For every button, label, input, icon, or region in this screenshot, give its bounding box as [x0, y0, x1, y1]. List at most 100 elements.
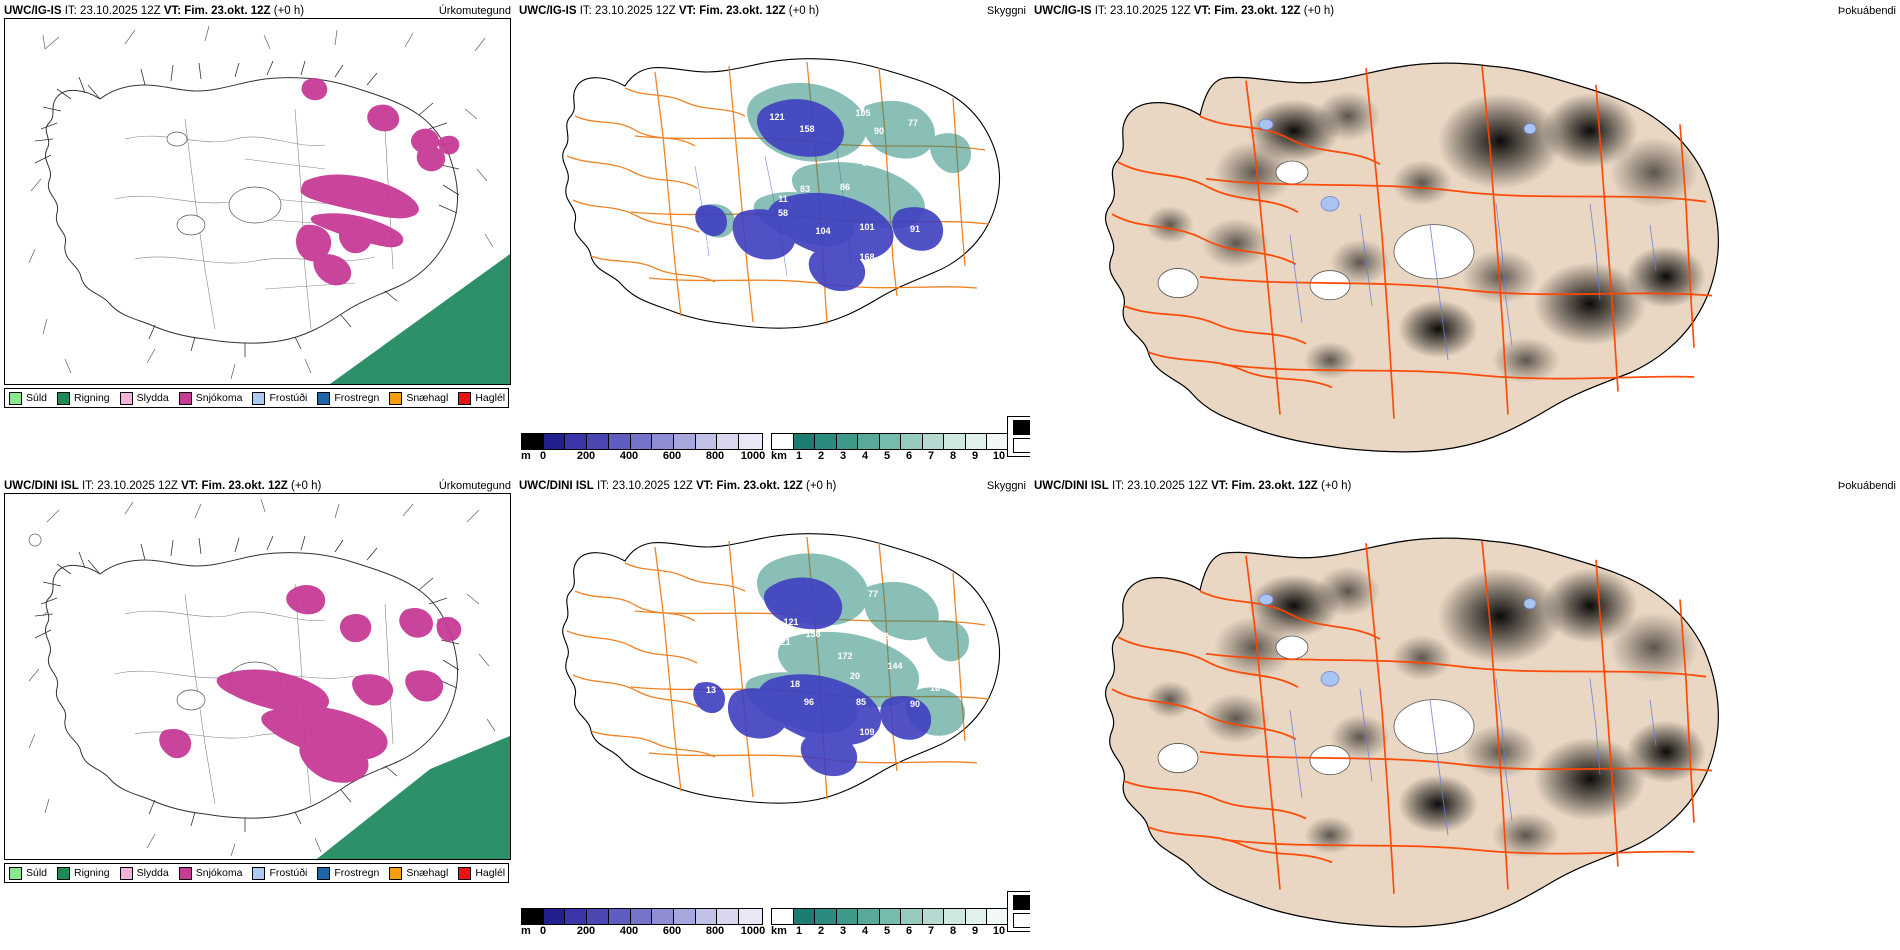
precip-type-legend[interactable]: Súld Rigning Slydda Snjókoma Frostúði Fr… [4, 388, 509, 408]
init-time-value: 23.10.2025 12Z [1127, 480, 1208, 492]
fog-map-container[interactable] [1030, 16, 1900, 475]
legend-item-haglel[interactable]: Haglél [458, 866, 505, 880]
map-frame[interactable] [4, 493, 511, 860]
model-name: UWC/DINI ISL [4, 480, 79, 492]
map-frame[interactable] [4, 18, 511, 385]
legend-label-frostudi: Frostúði [269, 392, 308, 404]
legend-item-slydda[interactable]: Slydda [119, 391, 169, 405]
legend-label-frostregn: Frostregn [334, 867, 380, 879]
visibility-colorbar[interactable]: km 1 2 3 4 5 6 7 8 9 10 [771, 433, 1011, 463]
tick: 7 [927, 925, 935, 937]
precip-type-map [28, 498, 496, 857]
init-time-label: IT: [81, 480, 95, 492]
legend-item-frostregn[interactable]: Frostregn [317, 391, 379, 405]
legend-label-rigning: Rigning [74, 392, 110, 404]
glacier-white-areas [1157, 160, 1475, 301]
colorbar-unit: km [771, 925, 787, 937]
legend-label-suld: Súld [26, 867, 48, 879]
colorbar-row[interactable]: m 0 200 400 600 800 1000 [521, 433, 1011, 463]
fog-map-container[interactable] [1030, 491, 1900, 950]
precip-label: 90 [874, 126, 884, 136]
legend-item-snjokoma[interactable]: Snjókoma [178, 391, 242, 405]
legend-item-slydda[interactable]: Slydda [119, 866, 169, 880]
visibility-scale[interactable] [771, 908, 1011, 925]
panel-precip-type-dini-isl[interactable]: UWC/DINI ISL IT: 23.10.2025 12Z VT: Fim.… [0, 475, 515, 950]
legend-item-snaehagl[interactable]: Snæhagl [389, 866, 448, 880]
legend-item-suld[interactable]: Súld [9, 391, 47, 405]
valid-time-label: VT: [696, 480, 714, 492]
legend-swatch-suld [9, 391, 22, 405]
legend-item-frostudi[interactable]: Frostúði [252, 391, 308, 405]
init-time-value: 23.10.2025 12Z [80, 5, 161, 17]
valid-time-label: VT: [1211, 480, 1229, 492]
tick: 7 [927, 450, 935, 462]
tick: 800 [705, 450, 725, 462]
tick: 600 [662, 925, 682, 937]
tick: 9 [971, 450, 979, 462]
precip-label: 121 [783, 617, 798, 627]
fjord-detail [34, 535, 460, 832]
lead-time: (+0 h) [291, 480, 322, 492]
init-time-label: IT: [596, 480, 610, 492]
legend-item-snaehagl[interactable]: Snæhagl [389, 391, 448, 405]
legend-swatch-suld [9, 866, 22, 880]
panel-precip-amount-dini-isl[interactable]: UWC/DINI ISL IT: 23.10.2025 12Z VT: Fim.… [515, 475, 1030, 950]
legend-item-frostregn[interactable]: Frostregn [317, 866, 380, 880]
legend-label-haglel: Haglél [475, 392, 506, 404]
precip-type-map [28, 25, 494, 380]
precip-field-blue [695, 99, 944, 292]
init-time-value: 23.10.2025 12Z [612, 480, 693, 492]
fog-key-box[interactable]: 0 60 [1007, 416, 1030, 457]
panel-fog-dini-isl[interactable]: UWC/DINI ISL IT: 23.10.2025 12Z VT: Fim.… [1030, 475, 1900, 950]
panel-precip-type-ig-is[interactable]: UWC/IG-IS IT: 23.10.2025 12Z VT: Fim. 23… [0, 0, 515, 475]
colorbar-unit: m [521, 450, 531, 462]
lead-time: (+0 h) [273, 5, 305, 17]
panel-header: UWC/DINI ISL IT: 23.10.2025 12Z VT: Fim.… [1030, 479, 1900, 493]
fog-key-box[interactable]: 0 60 [1007, 891, 1030, 932]
snow-depth-scale[interactable] [521, 908, 763, 925]
precip-field-blue [693, 577, 932, 777]
colorbar-row[interactable]: m 0 200 400 600 800 1000 [521, 908, 1011, 938]
legend-item-snjokoma[interactable]: Snjókoma [178, 866, 242, 880]
road-network [1111, 65, 1713, 419]
fog-key-swatch-white [1013, 438, 1030, 453]
panel-precip-amount-ig-is[interactable]: UWC/IG-IS IT: 23.10.2025 12Z VT: Fim. 23… [515, 0, 1030, 475]
panel-fog-ig-is[interactable]: UWC/IG-IS IT: 23.10.2025 12Z VT: Fim. 23… [1030, 0, 1900, 475]
lake-areas [1258, 593, 1537, 687]
legend-swatch-rigning [57, 866, 71, 880]
snow-depth-colorbar[interactable]: m 0 200 400 600 800 1000 [521, 908, 766, 938]
snow-depth-colorbar[interactable]: m 0 200 400 600 800 1000 [521, 433, 766, 463]
visibility-scale[interactable] [771, 433, 1011, 450]
precip-label: 58 [778, 208, 788, 218]
legend-item-rigning[interactable]: Rigning [57, 866, 110, 880]
snow-precip-areas [296, 78, 460, 286]
precip-label: 86 [840, 182, 850, 192]
init-time-value: 23.10.2025 12Z [595, 5, 676, 17]
tick: 8 [949, 450, 957, 462]
panel-header: UWC/DINI ISL IT: 23.10.2025 12Z VT: Fim.… [0, 479, 515, 493]
legend-swatch-frostudi [252, 866, 266, 880]
legend-item-rigning[interactable]: Rigning [57, 391, 110, 405]
legend-item-suld[interactable]: Súld [9, 866, 48, 880]
legend-swatch-frostregn [317, 391, 331, 405]
legend-item-frostudi[interactable]: Frostúði [252, 866, 307, 880]
precip-label: 83 [800, 184, 810, 194]
legend-swatch-haglel [458, 866, 472, 880]
colorbar-unit: km [771, 450, 787, 462]
tick: 6 [905, 450, 913, 462]
tick: 400 [619, 450, 639, 462]
snow-depth-scale[interactable] [521, 433, 763, 450]
snow-precip-areas [159, 584, 462, 783]
fog-terrain-map [1104, 537, 1719, 928]
precip-type-legend[interactable]: Súld Rigning Slydda Snjókoma Frostúði Fr… [4, 863, 509, 883]
valid-time-label: VT: [678, 5, 697, 17]
tick: 1000 [740, 450, 766, 462]
init-time-label: IT: [579, 5, 592, 17]
fog-density-layer [1146, 566, 1706, 859]
visibility-colorbar[interactable]: km 1 2 3 4 5 6 7 8 9 10 [771, 908, 1011, 938]
legend-item-haglel[interactable]: Haglél [458, 391, 506, 405]
tick: 6 [905, 925, 913, 937]
tick: 1000 [740, 925, 766, 937]
tick: 2 [817, 925, 825, 937]
tick: 1 [795, 450, 803, 462]
